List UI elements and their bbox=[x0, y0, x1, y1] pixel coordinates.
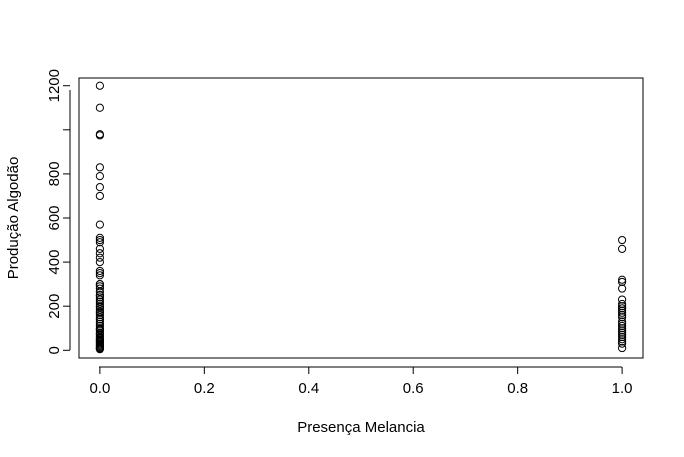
data-point bbox=[95, 297, 104, 306]
data-point bbox=[618, 299, 627, 309]
data-point bbox=[618, 308, 627, 317]
data-point bbox=[95, 326, 104, 335]
data-point bbox=[95, 249, 104, 258]
data-point bbox=[95, 345, 104, 354]
data-point bbox=[618, 306, 627, 315]
y-tick-label: 600 bbox=[46, 205, 63, 230]
y-axis-title: Produção Algodão bbox=[5, 157, 22, 280]
data-point bbox=[618, 321, 627, 331]
data-point bbox=[95, 315, 104, 324]
x-tick-label: 0.4 bbox=[298, 380, 319, 397]
data-point bbox=[95, 266, 104, 276]
data-point bbox=[95, 172, 104, 181]
data-point bbox=[95, 317, 104, 326]
data-point bbox=[618, 324, 627, 333]
data-point bbox=[618, 326, 627, 335]
data-point bbox=[95, 330, 104, 339]
data-point bbox=[618, 295, 627, 304]
data-point bbox=[95, 131, 104, 140]
data-points bbox=[95, 81, 627, 354]
y-tick-label: 0 bbox=[46, 346, 63, 354]
data-point bbox=[95, 244, 104, 253]
data-point bbox=[95, 291, 104, 300]
y-tick-label: 200 bbox=[46, 294, 63, 319]
data-point bbox=[618, 244, 627, 253]
data-point bbox=[95, 282, 104, 291]
data-point bbox=[95, 163, 104, 172]
data-point bbox=[618, 332, 627, 342]
data-point bbox=[95, 280, 104, 289]
x-tick-label: 0.0 bbox=[89, 380, 110, 397]
plot-box bbox=[78, 77, 644, 359]
y-tick-label: 800 bbox=[46, 161, 63, 186]
data-point bbox=[95, 233, 104, 242]
data-point bbox=[95, 310, 104, 320]
data-point bbox=[618, 302, 627, 311]
y-axis: 0 200 400 600 800 1200 bbox=[46, 69, 71, 354]
data-point bbox=[618, 317, 627, 326]
data-point bbox=[95, 293, 104, 302]
y-tick-label: 1200 bbox=[46, 69, 63, 102]
data-point bbox=[618, 335, 627, 344]
data-point bbox=[618, 313, 627, 322]
data-point bbox=[618, 328, 627, 337]
x-tick-label: 0.6 bbox=[403, 380, 424, 397]
data-point bbox=[95, 321, 104, 331]
data-point bbox=[618, 275, 627, 284]
x-axis-title: Presença Melancia bbox=[297, 419, 425, 436]
x-tick-label: 1.0 bbox=[612, 380, 633, 397]
x-tick-label: 0.8 bbox=[507, 380, 528, 397]
data-point bbox=[95, 295, 104, 304]
data-point bbox=[95, 103, 104, 112]
data-point bbox=[95, 284, 104, 293]
data-point bbox=[95, 299, 104, 309]
data-point bbox=[618, 319, 627, 328]
data-point bbox=[618, 330, 627, 339]
y-tick-label: 400 bbox=[46, 250, 63, 275]
data-point bbox=[95, 191, 104, 201]
x-axis: 0.0 0.2 0.4 0.6 0.8 1.0 bbox=[89, 366, 633, 397]
x-tick-label: 0.2 bbox=[194, 380, 215, 397]
data-point bbox=[95, 303, 104, 312]
data-point bbox=[618, 337, 627, 346]
data-point bbox=[95, 305, 104, 314]
data-point bbox=[95, 183, 104, 192]
data-point bbox=[95, 238, 104, 247]
data-point bbox=[618, 339, 627, 348]
data-point bbox=[95, 81, 104, 90]
data-point bbox=[618, 310, 627, 320]
data-point bbox=[618, 235, 627, 245]
data-point bbox=[95, 220, 104, 229]
data-point bbox=[618, 304, 627, 313]
data-point bbox=[95, 235, 104, 245]
data-point bbox=[618, 277, 627, 287]
data-point bbox=[95, 253, 104, 262]
data-point bbox=[95, 257, 104, 267]
data-point bbox=[618, 284, 627, 293]
data-point bbox=[95, 287, 104, 296]
data-point bbox=[95, 269, 104, 278]
data-point bbox=[618, 343, 627, 353]
data-point bbox=[95, 308, 104, 317]
data-point bbox=[95, 313, 104, 322]
data-point bbox=[95, 271, 104, 280]
data-point bbox=[95, 319, 104, 328]
